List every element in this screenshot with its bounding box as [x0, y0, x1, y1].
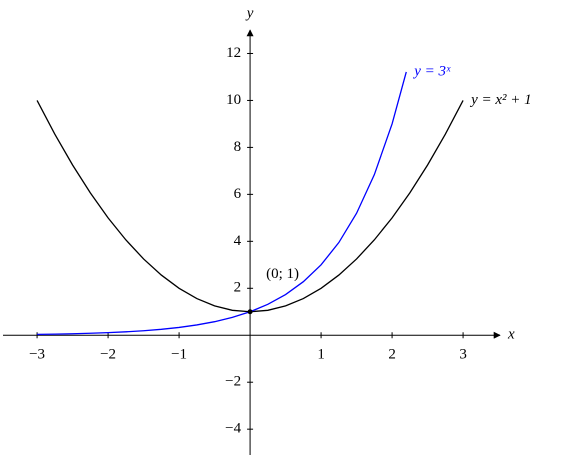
x-tick-label: 2	[388, 347, 396, 363]
y-tick-label: 2	[234, 280, 242, 296]
x-tick-label: 1	[317, 347, 325, 363]
curve-label: y = 3ˣ	[412, 63, 451, 79]
y-tick-label: 12	[226, 45, 241, 61]
point-label: (0; 1)	[266, 266, 299, 282]
y-tick-label: 6	[234, 186, 242, 202]
curve	[37, 71, 407, 336]
x-tick-label: 3	[459, 347, 467, 363]
y-tick-label: 4	[234, 233, 242, 249]
y-axis-label: y	[245, 5, 254, 21]
curve-label: y = x² + 1	[469, 92, 532, 108]
x-tick-label: −3	[29, 347, 45, 363]
x-axis-label: x	[507, 327, 515, 343]
y-tick-label: 8	[234, 139, 242, 155]
y-tick-label: −2	[225, 374, 241, 390]
y-tick-label: −4	[225, 421, 241, 437]
x-tick-label: −1	[171, 347, 187, 363]
x-tick-label: −2	[100, 347, 116, 363]
y-tick-label: 10	[226, 92, 241, 108]
point	[247, 309, 253, 315]
